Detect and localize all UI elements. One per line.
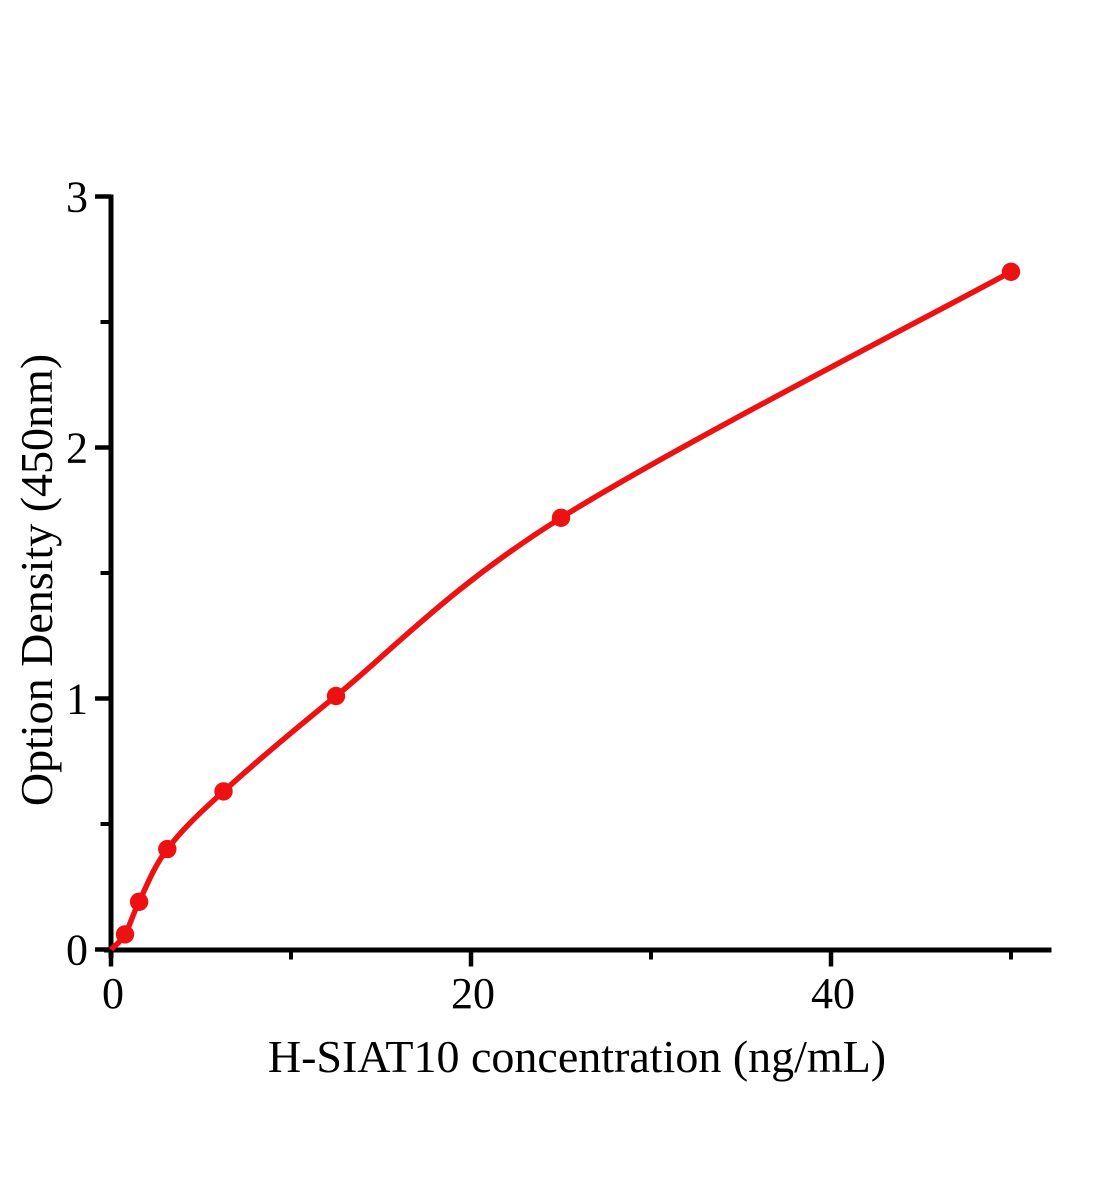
y-tick-label: 0 xyxy=(66,926,88,975)
data-point xyxy=(214,782,233,801)
data-point xyxy=(158,839,177,859)
data-point xyxy=(115,925,135,944)
axes xyxy=(95,194,1052,967)
y-tick-label: 2 xyxy=(66,424,88,473)
data-point xyxy=(326,686,346,706)
y-tick-label: 3 xyxy=(66,173,88,222)
tick-labels: 0 1 2 3 0 20 40 xyxy=(66,173,855,1019)
x-axis-title: H-SIAT10 concentration (ng/mL) xyxy=(268,1031,886,1082)
y-axis-title: Option Density (450nm) xyxy=(11,354,62,806)
x-tick-label: 0 xyxy=(102,969,124,1018)
standard-curve-line xyxy=(108,269,1013,952)
y-tick-label: 1 xyxy=(66,675,88,724)
data-points xyxy=(115,262,1021,944)
x-tick-label: 40 xyxy=(811,969,855,1018)
data-point xyxy=(551,508,571,527)
data-point xyxy=(1001,262,1021,281)
fit-curve xyxy=(108,269,1013,952)
x-tick-label: 20 xyxy=(451,969,495,1018)
axis-titles: H-SIAT10 concentration (ng/mL) Option Den… xyxy=(11,354,886,1082)
data-point xyxy=(129,892,149,911)
